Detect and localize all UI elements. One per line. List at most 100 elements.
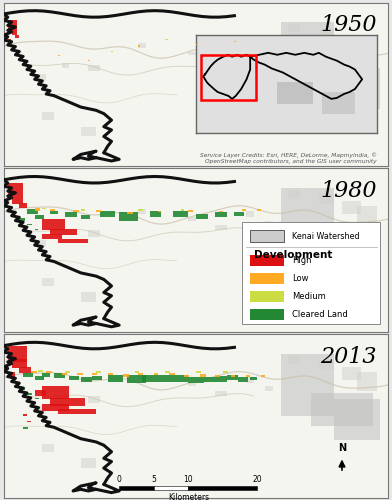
Bar — [215, 60, 227, 64]
Bar — [8, 20, 17, 30]
Bar — [92, 376, 102, 380]
Bar — [15, 35, 19, 38]
Bar — [261, 375, 265, 376]
Bar — [250, 230, 284, 242]
Bar — [265, 220, 273, 226]
Bar — [181, 209, 185, 211]
Bar — [127, 375, 146, 383]
Bar — [246, 211, 254, 218]
Bar — [77, 372, 83, 375]
Bar — [42, 404, 69, 411]
Bar — [58, 240, 89, 244]
Bar — [246, 376, 254, 383]
Bar — [81, 376, 92, 382]
Bar — [169, 372, 175, 375]
Bar — [19, 387, 25, 390]
Bar — [58, 55, 60, 56]
Bar — [358, 206, 377, 226]
Bar — [234, 212, 244, 216]
Bar — [334, 68, 380, 108]
Text: High: High — [292, 256, 312, 265]
Bar — [19, 202, 27, 207]
Bar — [219, 211, 223, 212]
Bar — [200, 374, 205, 376]
Bar — [58, 410, 96, 414]
Bar — [34, 390, 46, 396]
Bar — [62, 63, 69, 68]
Bar — [288, 356, 300, 364]
Bar — [358, 40, 377, 60]
Bar — [50, 211, 58, 214]
Bar — [12, 358, 27, 368]
Bar — [188, 218, 196, 220]
Bar — [27, 224, 32, 226]
Bar — [27, 420, 31, 422]
Text: N: N — [338, 444, 346, 454]
Bar — [119, 486, 154, 490]
Bar — [258, 209, 261, 211]
Bar — [100, 211, 115, 218]
Bar — [62, 372, 67, 375]
Bar — [227, 375, 238, 380]
Bar — [188, 52, 196, 55]
Bar — [150, 211, 162, 218]
Text: Service Layer Credits: Esri, HERE, DeLorme, Mapmylndia, ©
OpenStreetMap contribu: Service Layer Credits: Esri, HERE, DeLor… — [200, 153, 377, 164]
Bar — [34, 74, 46, 81]
Bar — [81, 126, 96, 136]
Bar — [12, 196, 23, 204]
Bar — [42, 444, 54, 452]
Bar — [73, 210, 79, 212]
Bar — [215, 212, 227, 218]
Bar — [250, 273, 284, 284]
Bar — [223, 372, 227, 374]
Bar — [358, 372, 377, 392]
Text: 20: 20 — [253, 474, 262, 484]
Text: Low: Low — [292, 274, 309, 283]
Bar — [34, 229, 38, 230]
Bar — [89, 60, 90, 62]
Bar — [246, 375, 250, 376]
Bar — [154, 373, 158, 375]
Bar — [69, 376, 79, 380]
Bar — [23, 427, 28, 429]
Bar — [8, 346, 27, 362]
Bar — [42, 112, 54, 120]
Bar — [173, 211, 188, 218]
Bar — [319, 194, 334, 204]
Bar — [89, 230, 100, 237]
Bar — [188, 376, 204, 383]
Bar — [319, 28, 334, 38]
Bar — [89, 396, 100, 402]
Bar — [281, 188, 334, 250]
Bar — [27, 209, 38, 214]
Bar — [165, 372, 170, 374]
Bar — [42, 208, 46, 209]
Bar — [34, 208, 40, 211]
Bar — [230, 374, 235, 376]
Bar — [19, 218, 25, 220]
Bar — [215, 374, 220, 376]
Bar — [215, 376, 227, 382]
Bar — [281, 22, 334, 84]
Text: Cleared Land: Cleared Land — [292, 310, 348, 319]
Bar — [281, 354, 334, 416]
Bar — [334, 234, 380, 274]
Bar — [250, 376, 258, 380]
Bar — [246, 45, 254, 52]
Bar — [158, 211, 162, 212]
Bar — [65, 372, 70, 374]
Bar — [342, 35, 361, 48]
Bar — [38, 370, 43, 372]
Bar — [65, 212, 77, 218]
Bar — [96, 372, 101, 374]
Bar — [158, 375, 173, 382]
Bar — [54, 374, 65, 378]
Bar — [27, 392, 32, 394]
Bar — [185, 374, 189, 376]
Bar — [50, 398, 85, 406]
Bar — [8, 372, 15, 376]
Bar — [204, 376, 215, 382]
Text: 5: 5 — [151, 474, 156, 484]
Bar — [108, 375, 123, 382]
Bar — [165, 39, 167, 40]
